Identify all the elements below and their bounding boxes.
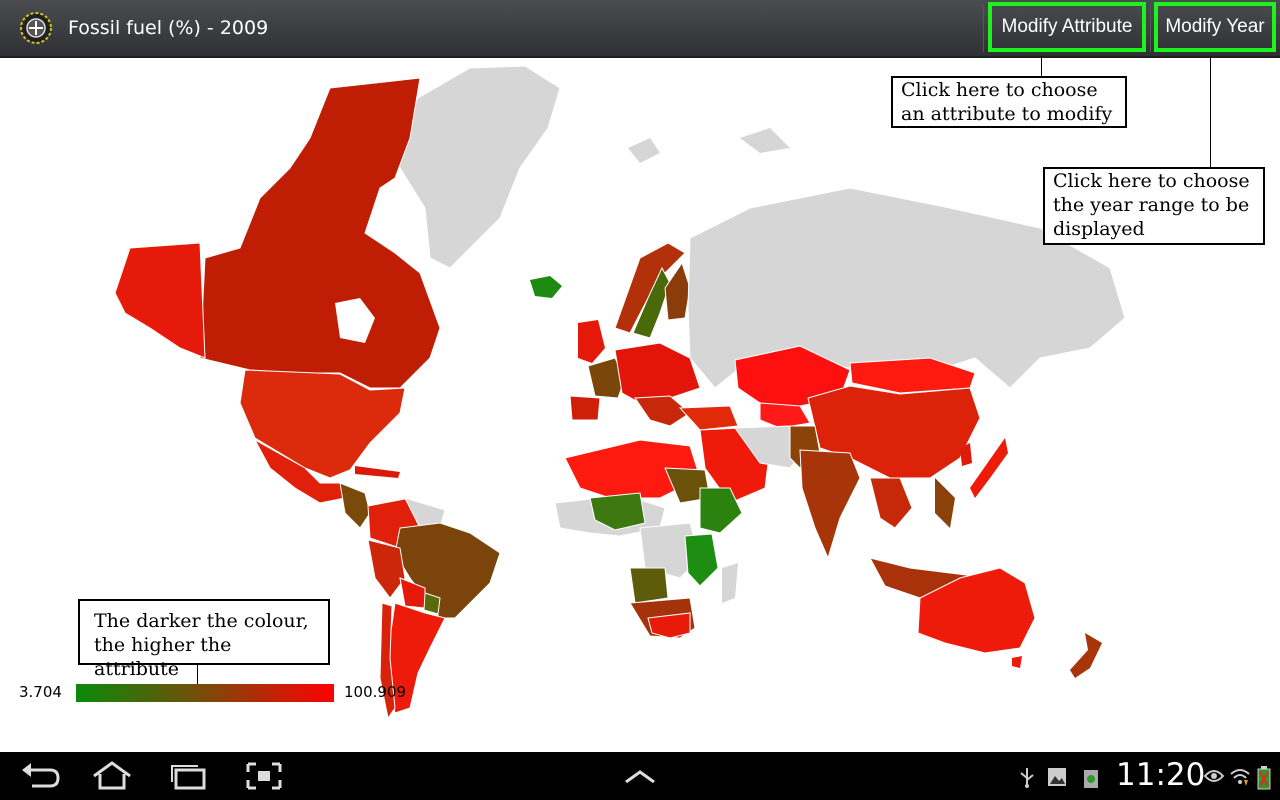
region-iberia <box>569 395 601 421</box>
region-brazil <box>394 522 501 619</box>
legend-gradient-bar <box>76 684 334 702</box>
region-madagascar <box>722 563 738 603</box>
region-east-africa <box>684 533 719 587</box>
modify-year-button[interactable]: Modify Year <box>1154 2 1276 52</box>
gallery-icon <box>1048 768 1066 786</box>
region-south-africa <box>647 612 691 639</box>
region-italy-balkans <box>634 395 691 427</box>
battery-icon <box>1257 766 1271 790</box>
legend-max-value: 100.909 <box>344 683 407 701</box>
region-ethiopia <box>699 487 743 534</box>
region-canada <box>199 77 441 389</box>
home-icon[interactable] <box>90 760 134 792</box>
year-hint-callout: Click here to choose the year range to b… <box>1043 167 1265 245</box>
separator <box>983 4 984 52</box>
region-svalbard <box>628 138 660 163</box>
legend-min-value: 3.704 <box>19 683 62 701</box>
recycle-icon <box>1084 770 1098 788</box>
region-new-zealand <box>1070 633 1102 678</box>
region-iceland <box>530 276 562 298</box>
leader-line <box>1210 56 1211 167</box>
leader-line <box>197 665 198 684</box>
system-navigation-bar <box>0 752 1280 800</box>
recent-apps-icon[interactable] <box>166 760 210 792</box>
region-greenland <box>391 65 561 269</box>
usb-icon <box>1020 768 1034 788</box>
region-central-america <box>339 482 371 529</box>
page-title: Fossil fuel (%) - 2009 <box>68 17 269 39</box>
status-clock: 11:20 <box>1116 757 1206 793</box>
region-korea <box>960 443 972 466</box>
screenshot-icon[interactable] <box>242 760 286 792</box>
region-paraguay <box>423 592 441 615</box>
leader-line <box>1041 56 1042 76</box>
region-india <box>799 449 861 560</box>
region-arctic-islands <box>740 128 790 153</box>
region-se-asia <box>869 477 913 529</box>
region-angola <box>629 567 669 604</box>
region-uk <box>578 320 605 363</box>
region-caribbean <box>355 466 400 478</box>
region-philippines <box>935 478 955 528</box>
region-alaska <box>114 242 206 359</box>
region-peru <box>367 539 406 599</box>
attribute-hint-callout: Click here to choose an attribute to mod… <box>891 76 1127 128</box>
region-chile <box>379 602 396 720</box>
region-norway <box>614 242 686 334</box>
separator <box>1150 4 1151 52</box>
region-japan <box>970 438 1008 498</box>
region-finland <box>664 261 691 321</box>
region-russia <box>687 187 1126 389</box>
region-central-europe <box>614 342 701 404</box>
region-turkey <box>678 405 739 431</box>
region-central-asia <box>759 402 811 429</box>
region-west-africa <box>589 492 646 531</box>
action-bar: Fossil fuel (%) - 2009 Modify Attribute … <box>0 0 1280 58</box>
wifi-icon <box>1230 769 1250 786</box>
modify-attribute-button[interactable]: Modify Attribute <box>988 2 1146 52</box>
region-usa <box>239 369 406 479</box>
eye-icon <box>1203 770 1225 782</box>
choropleth-map[interactable] <box>0 58 1280 752</box>
legend-hint-callout: The darker the colour, the higher the at… <box>78 599 330 680</box>
back-icon[interactable] <box>18 760 62 792</box>
app-logo-icon <box>20 12 52 44</box>
region-australia <box>917 567 1036 654</box>
menu-up-icon[interactable] <box>618 760 662 792</box>
region-tasmania <box>1012 656 1022 668</box>
